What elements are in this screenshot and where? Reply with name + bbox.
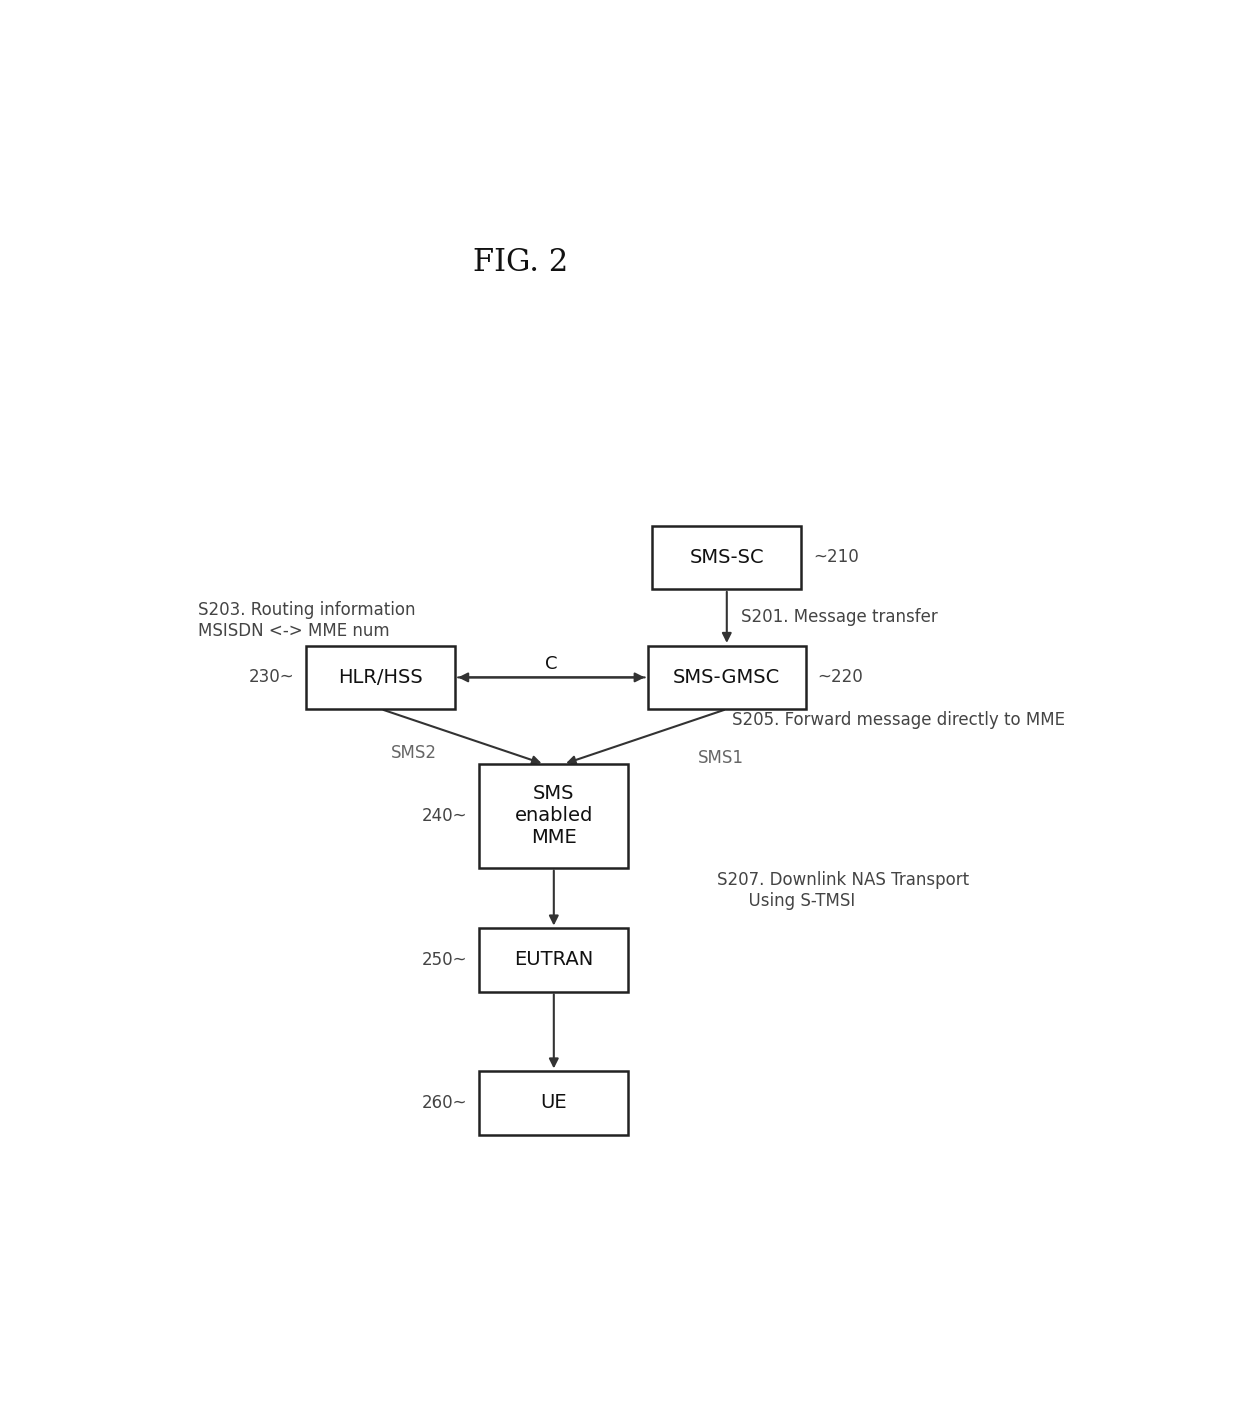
Text: FIG. 2: FIG. 2 (472, 248, 568, 278)
Text: C: C (546, 655, 558, 673)
Text: S201. Message transfer: S201. Message transfer (742, 608, 937, 626)
Text: SMS-SC: SMS-SC (689, 548, 764, 567)
Text: ~210: ~210 (812, 548, 858, 567)
Text: EUTRAN: EUTRAN (515, 951, 594, 969)
Text: 240~: 240~ (422, 806, 467, 825)
FancyBboxPatch shape (652, 526, 801, 589)
Text: ~220: ~220 (817, 669, 863, 686)
Text: SMS1: SMS1 (698, 750, 744, 767)
Text: 250~: 250~ (422, 951, 467, 969)
Text: SMS
enabled
MME: SMS enabled MME (515, 785, 593, 847)
Text: 260~: 260~ (422, 1094, 467, 1112)
Text: UE: UE (541, 1094, 567, 1112)
Text: S207. Downlink NAS Transport
      Using S-TMSI: S207. Downlink NAS Transport Using S-TMS… (717, 871, 970, 910)
Text: S205. Forward message directly to MME: S205. Forward message directly to MME (732, 711, 1065, 728)
Text: SMS2: SMS2 (391, 744, 436, 762)
Text: HLR/HSS: HLR/HSS (339, 667, 423, 687)
FancyBboxPatch shape (480, 928, 629, 992)
Text: S203. Routing information
MSISDN <-> MME num: S203. Routing information MSISDN <-> MME… (198, 601, 415, 640)
FancyBboxPatch shape (480, 1071, 629, 1135)
Text: 230~: 230~ (249, 669, 295, 686)
FancyBboxPatch shape (306, 646, 455, 708)
FancyBboxPatch shape (480, 764, 629, 867)
FancyBboxPatch shape (647, 646, 806, 708)
Text: SMS-GMSC: SMS-GMSC (673, 667, 780, 687)
